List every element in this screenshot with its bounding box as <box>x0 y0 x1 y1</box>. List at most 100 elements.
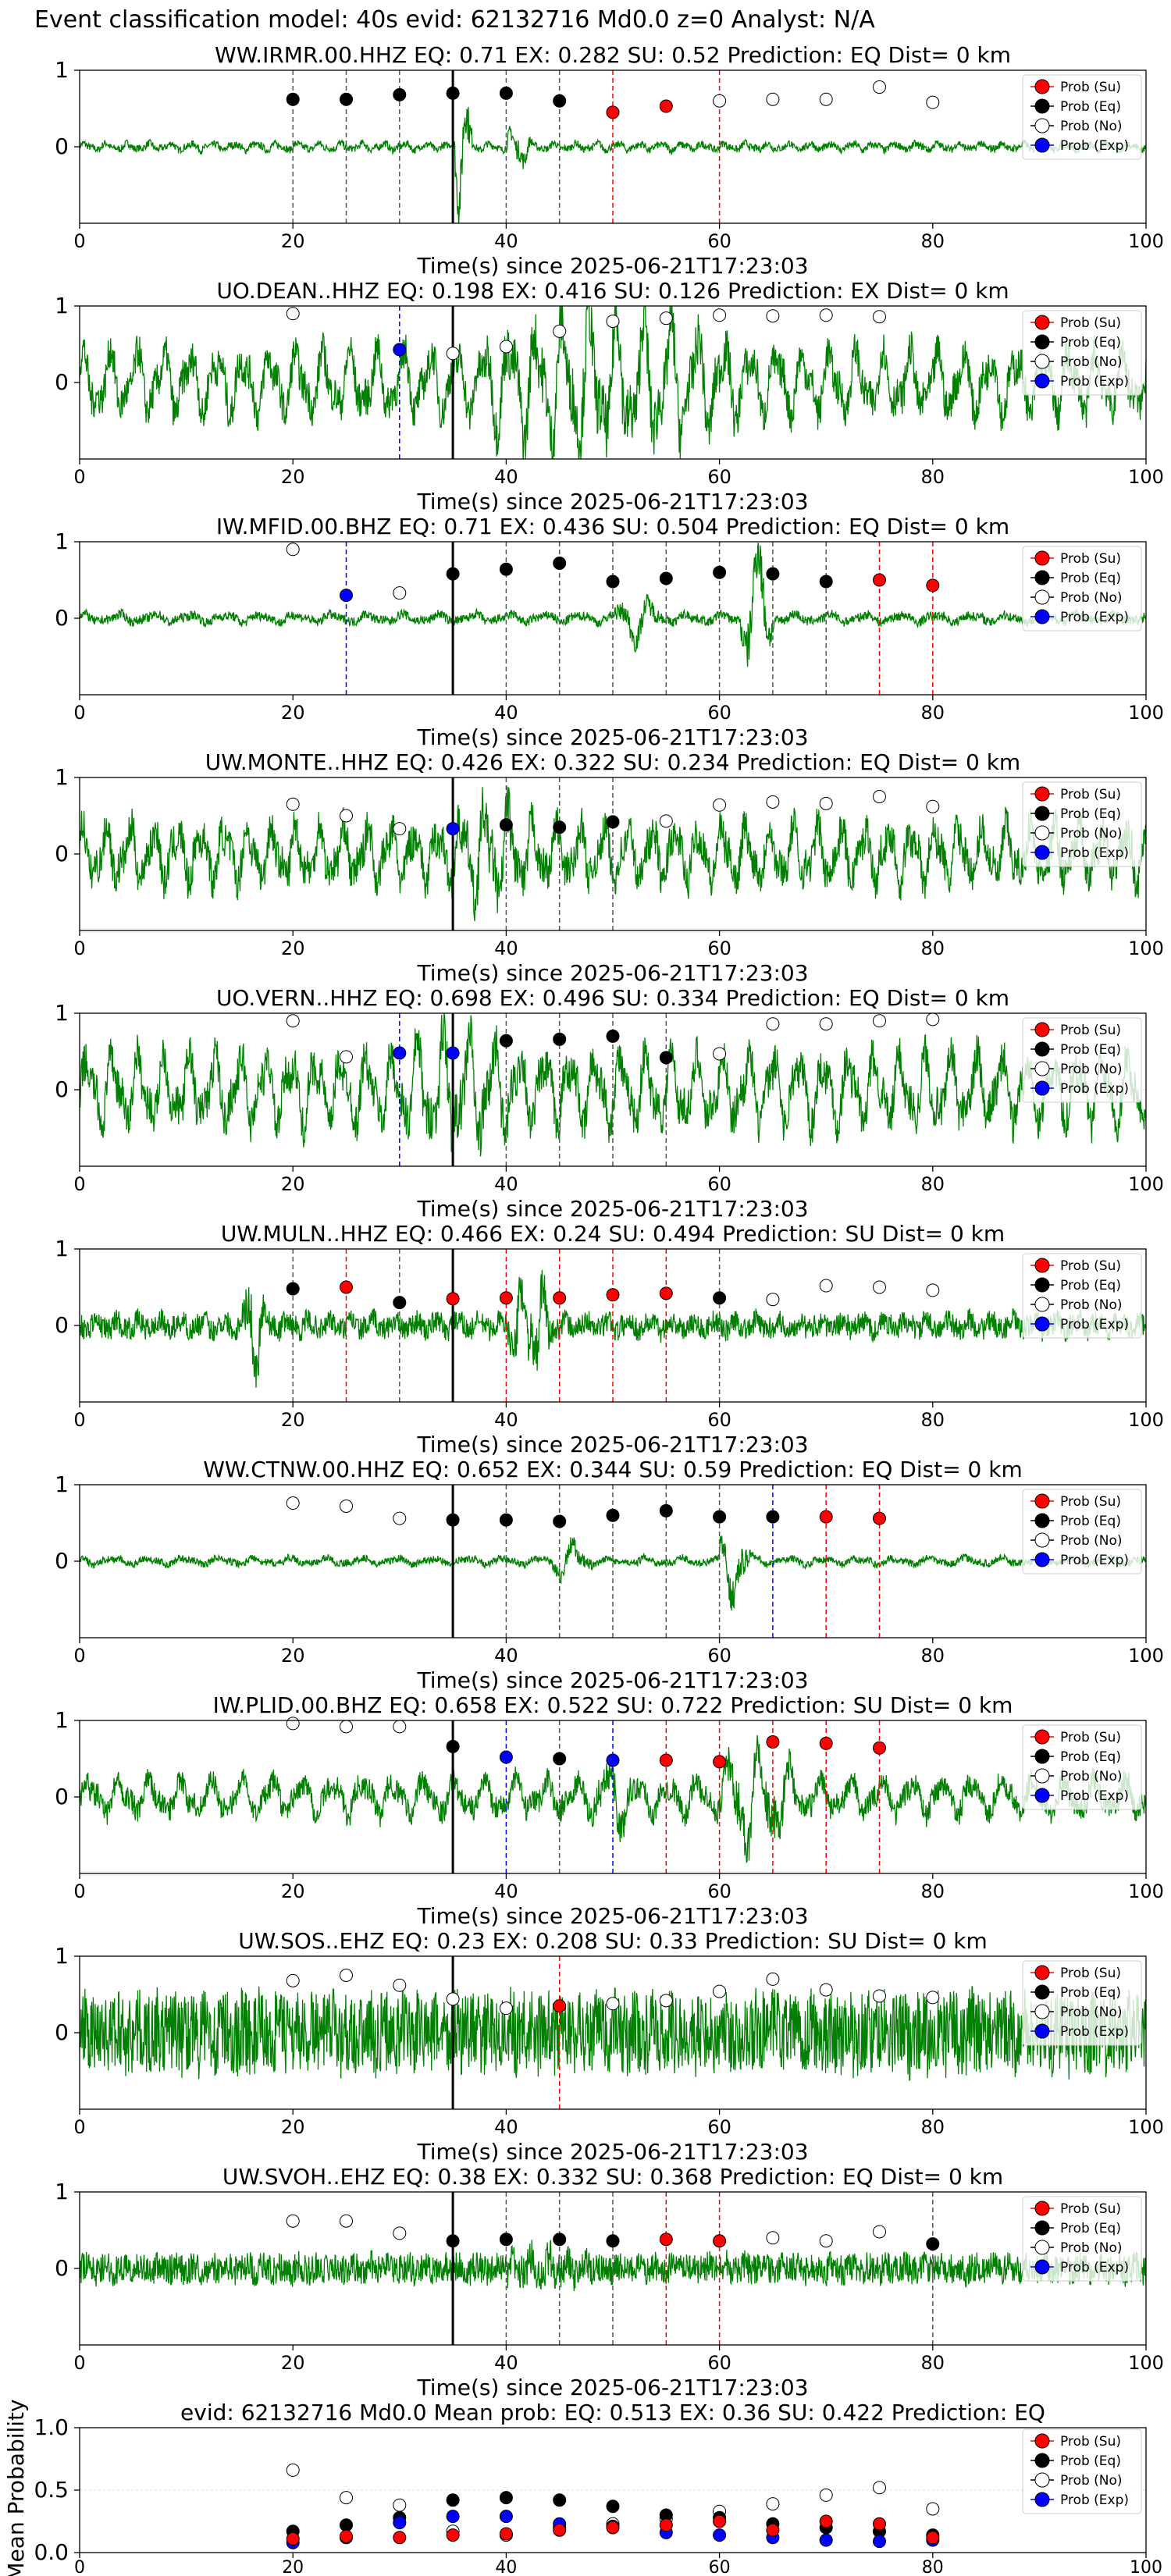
station-title: UW.MULN..HHZ EQ: 0.466 EX: 0.24 SU: 0.49… <box>221 1221 1005 1247</box>
mean-point-eq <box>553 2493 567 2507</box>
legend-marker-no <box>1034 2240 1050 2255</box>
legend-marker-no <box>1034 1768 1050 1784</box>
x-tick-label: 80 <box>921 938 945 959</box>
y-tick-label: 1 <box>55 57 69 83</box>
prob-point-no <box>659 1994 673 2008</box>
prob-point-no <box>553 324 567 338</box>
prob-point-no <box>393 1720 407 1734</box>
legend-label-no: Prob (No) <box>1060 2473 1123 2489</box>
prob-point-ex <box>499 1750 513 1764</box>
x-tick-label: 20 <box>281 1173 305 1195</box>
x-tick-label: 0 <box>73 1409 85 1431</box>
waveform-trace <box>80 1013 1146 1157</box>
legend-label-no: Prob (No) <box>1060 354 1123 370</box>
legend-marker-su <box>1034 786 1050 802</box>
x-tick-label: 80 <box>921 2116 945 2138</box>
prob-point-no <box>659 814 673 828</box>
legend-label-eq: Prob (Eq) <box>1060 806 1121 822</box>
mean-point-su <box>713 2514 727 2528</box>
legend-marker-no <box>1034 825 1050 841</box>
y-tick-label: 1 <box>55 2179 69 2204</box>
x-tick-label: 80 <box>921 1173 945 1195</box>
y-tick-label: 0 <box>55 133 69 159</box>
legend-marker-eq <box>1034 570 1050 585</box>
x-tick-label: 100 <box>1128 702 1164 724</box>
prob-point-ex <box>340 589 353 603</box>
station-panel-5: UW.MULN..HHZ EQ: 0.466 EX: 0.24 SU: 0.49… <box>55 1221 1164 1457</box>
legend-label-no: Prob (No) <box>1060 119 1123 134</box>
legend-marker-eq <box>1034 1277 1050 1293</box>
x-tick-label: 0 <box>73 1880 85 1902</box>
y-tick-label: 1 <box>55 764 69 790</box>
y-tick-label: 0 <box>55 605 69 631</box>
x-tick-label: 100 <box>1128 466 1164 488</box>
prob-point-no <box>926 1991 940 2005</box>
legend-label-ex: Prob (Exp) <box>1060 2492 1129 2508</box>
legend-label-eq: Prob (Eq) <box>1060 2221 1121 2236</box>
x-tick-label: 20 <box>281 1880 305 1902</box>
station-title: UW.MONTE..HHZ EQ: 0.426 EX: 0.322 SU: 0.… <box>205 749 1020 775</box>
legend-label-su: Prob (Su) <box>1060 1494 1121 1510</box>
legend-label-no: Prob (No) <box>1060 1062 1123 1077</box>
prob-point-eq <box>553 820 567 834</box>
legend-marker-no <box>1034 2472 1050 2488</box>
mean-probability-panel: evid: 62132716 Md0.0 Mean prob: EQ: 0.51… <box>3 2399 1162 2576</box>
legend-label-eq: Prob (Eq) <box>1060 99 1121 115</box>
x-tick-label: 40 <box>494 2352 518 2374</box>
prob-point-su <box>659 2233 673 2247</box>
prob-point-su <box>340 1280 353 1294</box>
waveform-group <box>80 543 1146 667</box>
legend-marker-su <box>1034 2201 1050 2216</box>
legend-marker-eq <box>1034 1984 1050 2000</box>
x-tick-label: 60 <box>707 1409 731 1431</box>
prob-point-no <box>873 1014 886 1028</box>
x-axis-label: Time(s) since 2025-06-21T17:23:03 <box>416 1432 808 1457</box>
legend-marker-ex <box>1034 2259 1050 2275</box>
x-tick-label: 40 <box>495 2558 517 2576</box>
station-title: UW.SVOH..EHZ EQ: 0.38 EX: 0.332 SU: 0.36… <box>222 2164 1003 2190</box>
prob-point-no <box>499 2001 513 2016</box>
legend-label-no: Prob (No) <box>1060 2005 1123 2020</box>
prob-point-no <box>286 543 300 557</box>
mean-point-su <box>446 2528 460 2542</box>
x-tick-label: 0 <box>73 1173 85 1195</box>
mean-point-no <box>286 2463 300 2477</box>
legend-label-ex: Prob (Exp) <box>1060 1081 1129 1097</box>
prob-point-eq <box>286 92 300 106</box>
prob-point-no <box>873 790 886 803</box>
x-axis-label: Time(s) since 2025-06-21T17:23:03 <box>416 1667 808 1693</box>
prob-point-su <box>606 105 620 119</box>
mean-point-su <box>393 2531 407 2545</box>
legend-marker-eq <box>1034 1749 1050 1764</box>
prob-point-no <box>926 1012 940 1026</box>
prob-point-su <box>606 1288 620 1302</box>
mean-point-su <box>606 2521 620 2535</box>
prob-point-su <box>873 573 886 587</box>
prob-point-ex <box>606 1753 620 1767</box>
mean-point-ex <box>499 2510 513 2524</box>
x-tick-label: 60 <box>707 466 731 488</box>
legend-label-su: Prob (Su) <box>1060 2201 1121 2217</box>
prob-point-no <box>606 1997 620 2011</box>
prob-point-no <box>446 1992 460 2006</box>
x-tick-label: 80 <box>922 2558 944 2576</box>
mean-point-ex <box>393 2516 407 2530</box>
legend-marker-su <box>1034 1729 1050 1745</box>
prob-point-eq <box>553 1032 567 1046</box>
prob-point-eq <box>499 818 513 832</box>
y-tick-label: 1 <box>55 1236 69 1261</box>
prob-point-no <box>766 1017 780 1031</box>
station-title: IW.PLID.00.BHZ EQ: 0.658 EX: 0.522 SU: 0… <box>213 1692 1013 1718</box>
prob-point-su <box>553 1999 567 2013</box>
x-axis-label: Time(s) since 2025-06-21T17:23:03 <box>416 960 808 986</box>
y-tick-label: 0.0 <box>34 2539 69 2565</box>
x-tick-label: 40 <box>494 466 518 488</box>
legend-label-no: Prob (No) <box>1060 2240 1123 2256</box>
station-panel-8: UW.SOS..EHZ EQ: 0.23 EX: 0.208 SU: 0.33 … <box>55 1928 1164 2165</box>
legend-box <box>1022 1724 1142 1810</box>
legend-label-ex: Prob (Exp) <box>1060 138 1129 154</box>
x-tick-label: 60 <box>707 230 731 252</box>
legend-label-su: Prob (Su) <box>1060 1023 1121 1038</box>
x-tick-label: 40 <box>494 702 518 724</box>
legend-label-su: Prob (Su) <box>1060 1730 1121 1745</box>
